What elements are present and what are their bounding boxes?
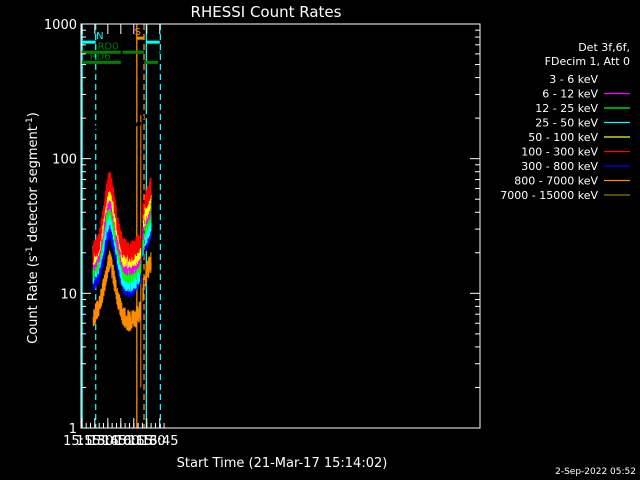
series-line	[92, 250, 152, 332]
series-800-7000-kev	[92, 250, 152, 332]
legend-label: 100 - 300 keV	[521, 146, 598, 159]
state-label-n: N	[96, 31, 103, 42]
y-tick-label: 1000	[44, 18, 77, 33]
state-label-rd0: RD0	[97, 41, 118, 52]
plot-frame	[80, 23, 481, 429]
legend-label: 6 - 12 keV	[542, 88, 598, 101]
state-label-rd6: RD6	[90, 51, 111, 62]
y-tick-label: 10	[60, 287, 77, 302]
x-tick-label: 15:15	[63, 434, 100, 449]
legend-header-line-1: Det 3f,6f,	[578, 41, 630, 54]
y-tick-label: 100	[52, 153, 77, 168]
y-tick-label: 1	[69, 422, 77, 437]
legend-label: 300 - 800 keV	[521, 160, 598, 173]
legend-label: 800 - 7000 keV	[514, 175, 598, 188]
legend-label: 12 - 25 keV	[535, 102, 598, 115]
x-tick-label: 16:00	[102, 434, 139, 449]
state-label-s: S	[135, 27, 141, 38]
y-axis: 1 10 100 1000	[44, 18, 480, 437]
series-line	[92, 106, 152, 131]
chart-title: RHESSI Count Rates	[191, 3, 342, 21]
x-tick-label: 16:30	[128, 434, 165, 449]
x-tick-label: 16:45	[141, 434, 178, 449]
x-tick-label: 15:30	[76, 434, 113, 449]
generation-timestamp: 2-Sep-2022 05:52	[555, 467, 636, 477]
x-tick-label: 16:15	[115, 434, 152, 449]
legend-header-line-2: FDecim 1, Att 0	[545, 55, 630, 68]
series-100-300-kev	[92, 171, 152, 263]
legend: Det 3f,6f, FDecim 1, Att 0 3 - 6 keV 6 - …	[500, 41, 630, 202]
legend-label: 25 - 50 keV	[535, 117, 598, 130]
x-tick-label: 15:45	[89, 434, 126, 449]
x-axis-label: Start Time (21-Mar-17 15:14:02)	[177, 456, 388, 471]
series-line	[92, 171, 152, 263]
legend-label: 7000 - 15000 keV	[500, 189, 598, 202]
legend-label: 50 - 100 keV	[528, 131, 598, 144]
legend-label: 3 - 6 keV	[549, 73, 598, 86]
series-3-6-kev	[92, 106, 152, 131]
y-axis-label: Count Rate (s-1 detector segment-1)	[25, 112, 41, 344]
